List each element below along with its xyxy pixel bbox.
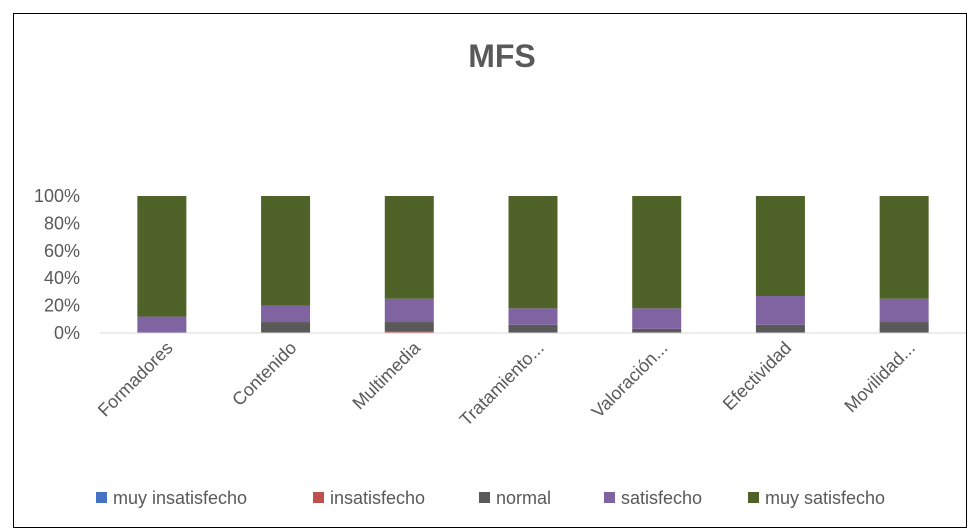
legend: muy insatisfecho insatisfecho normal satisf… [96, 488, 885, 508]
bar-segment-muy-satisfecho [261, 196, 311, 306]
bar-segment-muy-satisfecho [755, 196, 805, 297]
y-tick-label: 0% [54, 323, 80, 343]
bar-segment-normal [755, 324, 805, 333]
bar-segment-satisfecho [508, 308, 558, 325]
category-label: Valoración... [588, 338, 672, 422]
bar-segment-muy-satisfecho [137, 196, 187, 317]
bar-segment-insatisfecho [384, 331, 434, 333]
category-label: Formadores [94, 338, 177, 421]
category-labels: Formadores Contenido Multimedia Tratamiento… [94, 337, 919, 430]
bar-segment-satisfecho [261, 305, 311, 323]
bar-segment-muy-satisfecho [384, 196, 434, 299]
y-tick-label: 20% [44, 296, 80, 316]
y-axis-ticks: 0% 20% 40% 60% 80% 100% [34, 186, 80, 343]
bar-segment-satisfecho [632, 308, 682, 329]
y-tick-label: 40% [44, 268, 80, 288]
bar-segment-normal [384, 322, 434, 332]
chart-title: MFS [468, 38, 536, 74]
bar-segment-muy-satisfecho [632, 196, 682, 309]
legend-swatch [748, 492, 759, 503]
legend-swatch [96, 492, 107, 503]
bars [137, 196, 929, 333]
category-label: Multimedia [348, 337, 424, 413]
bar-segment-normal [632, 328, 682, 333]
y-tick-label: 80% [44, 213, 80, 233]
category-label: Movilidad... [840, 338, 919, 417]
legend-swatch [479, 492, 490, 503]
bar-segment-satisfecho [755, 296, 805, 325]
category-label: Efectividad [719, 338, 795, 414]
category-label: Tratamiento... [456, 338, 548, 430]
legend-label: muy insatisfecho [113, 488, 247, 508]
y-tick-label: 60% [44, 241, 80, 261]
legend-label: normal [496, 488, 551, 508]
legend-label: insatisfecho [330, 488, 425, 508]
bar-segment-satisfecho [879, 298, 929, 323]
bar-segment-normal [261, 322, 311, 333]
legend-swatch [604, 492, 615, 503]
bar-segment-normal [879, 322, 929, 333]
bar-segment-satisfecho [384, 298, 434, 323]
category-label: Contenido [228, 338, 300, 410]
bar-segment-normal [508, 324, 558, 333]
legend-label: muy satisfecho [765, 488, 885, 508]
bar-segment-satisfecho [137, 316, 187, 333]
bar-segment-muy-satisfecho [879, 196, 929, 299]
y-tick-label: 100% [34, 186, 80, 206]
bar-segment-muy-satisfecho [508, 196, 558, 309]
legend-label: satisfecho [621, 488, 702, 508]
legend-swatch [313, 492, 324, 503]
